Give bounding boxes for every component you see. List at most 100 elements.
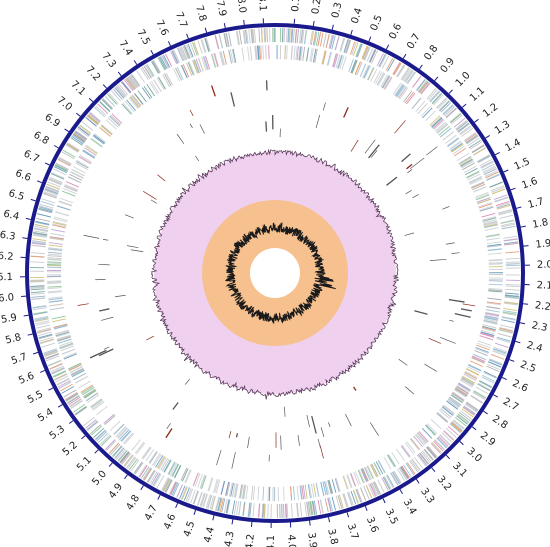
feature-tick bbox=[300, 46, 303, 61]
feature-tick bbox=[52, 221, 67, 226]
rna-mark bbox=[103, 346, 110, 350]
feature-tick bbox=[214, 479, 219, 494]
feature-tick bbox=[334, 478, 340, 492]
feature-tick bbox=[57, 158, 71, 166]
feature-tick bbox=[290, 45, 293, 60]
feature-tick bbox=[63, 185, 78, 193]
feature-tick bbox=[56, 334, 71, 340]
scale-tick bbox=[48, 387, 54, 391]
feature-tick bbox=[200, 493, 206, 507]
scale-tick bbox=[434, 76, 439, 82]
feature-tick bbox=[250, 485, 254, 500]
feature-tick bbox=[115, 448, 126, 460]
feature-tick bbox=[504, 301, 519, 305]
feature-tick bbox=[49, 303, 64, 307]
feature-tick bbox=[169, 462, 178, 476]
feature-tick bbox=[464, 370, 478, 379]
feature-tick bbox=[49, 237, 64, 241]
feature-tick bbox=[348, 58, 354, 73]
feature-tick bbox=[184, 469, 191, 483]
rna-mark bbox=[211, 85, 216, 97]
feature-tick bbox=[131, 95, 141, 107]
feature-tick bbox=[390, 472, 398, 486]
feature-tick bbox=[173, 68, 181, 82]
feature-tick bbox=[382, 76, 391, 89]
feature-tick bbox=[105, 119, 117, 130]
feature-tick bbox=[242, 501, 246, 516]
feature-tick bbox=[438, 125, 450, 136]
feature-tick bbox=[474, 350, 488, 356]
scale-tick bbox=[108, 462, 113, 467]
feature-tick bbox=[99, 126, 111, 137]
feature-tick bbox=[363, 486, 370, 500]
feature-tick bbox=[477, 155, 491, 163]
feature-tick bbox=[241, 47, 245, 62]
feature-tick bbox=[375, 461, 384, 475]
feature-tick bbox=[72, 133, 86, 143]
scale-tick bbox=[57, 404, 63, 408]
feature-tick bbox=[157, 57, 166, 71]
scale-label: 6.6 bbox=[14, 168, 33, 184]
feature-tick bbox=[201, 475, 207, 489]
feature-tick bbox=[462, 406, 475, 416]
rna-mark bbox=[150, 199, 157, 204]
feature-tick bbox=[388, 454, 397, 467]
feature-tick bbox=[415, 433, 426, 445]
feature-tick bbox=[441, 432, 453, 443]
feature-tick bbox=[337, 495, 343, 509]
feature-tick bbox=[365, 485, 373, 499]
feature-tick bbox=[149, 471, 158, 484]
feature-tick bbox=[406, 92, 416, 105]
feature-tick bbox=[55, 162, 69, 170]
feature-tick bbox=[385, 58, 394, 71]
feature-tick bbox=[51, 172, 65, 179]
feature-tick bbox=[455, 387, 468, 396]
feature-tick bbox=[172, 463, 180, 477]
feature-tick bbox=[381, 75, 390, 88]
feature-tick bbox=[157, 76, 166, 90]
feature-tick bbox=[31, 241, 46, 245]
feature-tick bbox=[503, 235, 518, 239]
feature-tick bbox=[249, 46, 253, 61]
feature-tick bbox=[451, 393, 464, 402]
feature-tick bbox=[315, 482, 320, 497]
feature-tick bbox=[44, 188, 59, 194]
feature-tick bbox=[486, 237, 501, 241]
feature-tick bbox=[108, 116, 120, 127]
feature-tick bbox=[149, 82, 158, 95]
feature-tick bbox=[58, 157, 72, 165]
feature-tick bbox=[33, 233, 47, 237]
feature-tick bbox=[442, 131, 455, 141]
feature-tick bbox=[243, 29, 247, 44]
feature-tick bbox=[352, 490, 359, 504]
feature-tick bbox=[50, 173, 65, 180]
feature-tick bbox=[167, 461, 175, 475]
feature-tick bbox=[48, 178, 62, 185]
feature-tick bbox=[204, 38, 210, 52]
feature-tick bbox=[52, 221, 67, 226]
feature-tick bbox=[216, 497, 221, 512]
feature-tick bbox=[140, 466, 150, 479]
feature-tick bbox=[350, 59, 357, 74]
scale-tick bbox=[30, 198, 36, 202]
feature-tick bbox=[437, 124, 449, 134]
feature-tick bbox=[477, 198, 491, 204]
scale-label: 4.4 bbox=[202, 526, 217, 544]
scale-tick bbox=[418, 64, 423, 70]
feature-tick bbox=[59, 343, 74, 350]
feature-tick bbox=[258, 503, 260, 518]
feature-tick bbox=[291, 45, 294, 60]
feature-tick bbox=[36, 327, 51, 332]
feature-tick bbox=[406, 462, 416, 475]
feature-tick bbox=[56, 205, 71, 211]
scale-tick bbox=[186, 33, 189, 39]
feature-tick bbox=[235, 483, 239, 498]
feature-tick bbox=[447, 398, 460, 408]
feature-tick bbox=[93, 427, 105, 438]
gc-skew-trace bbox=[225, 221, 336, 325]
feature-tick bbox=[356, 43, 363, 58]
feature-tick bbox=[504, 242, 519, 245]
feature-tick bbox=[481, 327, 496, 333]
feature-tick bbox=[301, 29, 305, 44]
scale-label: 5.1 bbox=[75, 455, 94, 474]
